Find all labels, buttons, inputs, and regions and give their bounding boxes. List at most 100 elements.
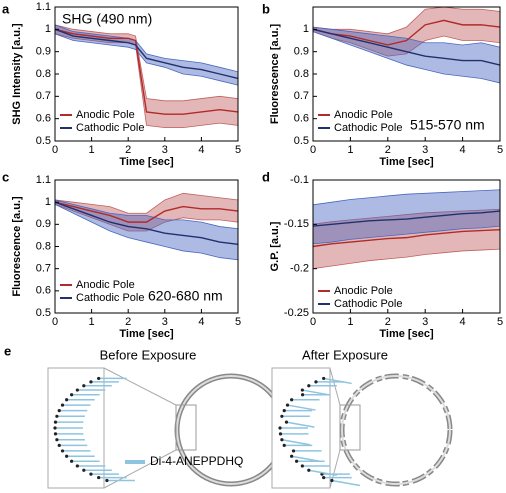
lipid-head — [300, 388, 304, 392]
lipid-head — [69, 393, 74, 397]
x-tick-label: 2 — [125, 316, 131, 328]
legend-label: Anodic Pole — [76, 109, 135, 121]
lipid-head — [314, 380, 318, 384]
series-line — [54, 201, 239, 245]
lipid-head — [290, 454, 294, 458]
annotation: SHG (490 nm) — [62, 11, 152, 27]
lipid — [281, 438, 311, 446]
plot — [312, 189, 501, 270]
lipid-head — [57, 408, 61, 413]
diagram-title: After Exposure — [302, 347, 388, 362]
lipid-head — [89, 380, 93, 384]
series-line — [54, 201, 239, 223]
lipid-head — [300, 464, 304, 468]
x-tick-label: 5 — [497, 144, 503, 156]
lipid-head — [69, 459, 74, 463]
plot — [54, 192, 239, 261]
zoom-line — [103, 449, 177, 489]
x-tick-label: 1 — [89, 144, 95, 156]
legend-label: Di-4-ANEPPDHQ — [150, 454, 243, 468]
lipid-head — [55, 438, 59, 442]
y-tick-label: 0.9 — [36, 218, 51, 230]
series-line — [312, 28, 501, 66]
zoom-line — [329, 367, 341, 406]
lipid-head — [322, 475, 326, 480]
lipid-head — [60, 403, 65, 407]
x-tick-label: 2 — [385, 316, 391, 328]
y-tick-label: 0.8 — [36, 68, 51, 80]
lipid-head — [300, 393, 305, 397]
legend-label: Anodic Pole — [334, 285, 393, 297]
series-line — [312, 19, 501, 46]
lipid-head — [53, 426, 57, 430]
y-tick-label: -0.2 — [290, 263, 309, 275]
lipid-head — [278, 432, 283, 436]
y-tick-label: 0.7 — [36, 263, 51, 275]
plot — [312, 6, 501, 84]
y-tick-label: -0.25 — [284, 307, 309, 319]
lipid-head — [55, 414, 59, 418]
lipid-head — [65, 398, 69, 402]
x-tick-label: 0 — [52, 316, 58, 328]
lipid-head — [290, 398, 294, 402]
x-tick-label: 0 — [310, 316, 316, 328]
lipid — [286, 421, 315, 428]
y-tick-label: 1 — [303, 23, 309, 35]
panel-letter: b — [262, 1, 270, 16]
legend-label: Anodic Pole — [76, 279, 135, 291]
y-tick-label: 0.5 — [36, 135, 51, 147]
y-axis-title: Fluorescence [a.u.] — [11, 196, 23, 297]
y-tick-label: 0.7 — [294, 90, 309, 102]
x-tick-label: 4 — [198, 316, 204, 328]
y-tick-label: 0.9 — [36, 46, 51, 58]
panel-letter: c — [2, 169, 9, 184]
legend-label: Anodic Pole — [334, 109, 393, 121]
lipid-head — [53, 420, 58, 424]
x-tick-label: 3 — [422, 316, 428, 328]
panel-letter: e — [4, 343, 11, 358]
lipid-head — [280, 438, 284, 442]
x-tick-label: 2 — [385, 144, 391, 156]
lipid-head — [89, 472, 93, 476]
x-axis-title: Time [sec] — [379, 156, 434, 168]
diagram-title: Before Exposure — [100, 347, 197, 362]
lipid — [302, 389, 331, 396]
x-tick-label: 0 — [310, 144, 316, 156]
y-tick-label: 0.8 — [36, 240, 51, 252]
y-tick-label: 0.5 — [36, 307, 51, 319]
x-axis-title: Time [sec] — [119, 328, 174, 340]
y-tick-label: 0.9 — [294, 46, 309, 58]
x-tick-label: 3 — [422, 144, 428, 156]
y-tick-label: 0.8 — [294, 68, 309, 80]
lipid-head — [278, 426, 282, 430]
lipid — [331, 479, 361, 487]
x-tick-label: 4 — [198, 144, 204, 156]
x-tick-label: 3 — [162, 316, 168, 328]
y-tick-label: -0.1 — [290, 174, 309, 186]
x-tick-label: 2 — [125, 144, 131, 156]
x-axis-title: Time [sec] — [119, 156, 174, 168]
y-tick-label: 1 — [45, 23, 51, 35]
y-tick-label: 0.6 — [294, 113, 309, 125]
legend-label: Cathodic Pole — [76, 292, 145, 304]
y-tick-label: 0.6 — [36, 113, 51, 125]
y-tick-label: 0.5 — [294, 135, 309, 147]
zoom-box — [339, 404, 361, 451]
diagram: e Before Exposure After Exposure Di-4-AN… — [4, 343, 453, 489]
lipid-head — [294, 459, 299, 463]
lipid-head — [57, 443, 61, 448]
x-tick-label: 0 — [52, 144, 58, 156]
lipid-head — [75, 388, 79, 392]
lipid-head — [291, 449, 296, 453]
lipid-head — [307, 468, 311, 472]
lipid-head — [65, 454, 69, 458]
lipid — [287, 404, 316, 411]
zoom-box — [175, 404, 197, 451]
lipid-head — [105, 478, 109, 483]
annotation: 620-680 nm — [148, 288, 223, 304]
x-tick-label: 5 — [235, 316, 241, 328]
lipid-head — [53, 432, 58, 436]
x-tick-label: 5 — [235, 144, 241, 156]
x-tick-label: 4 — [460, 316, 466, 328]
